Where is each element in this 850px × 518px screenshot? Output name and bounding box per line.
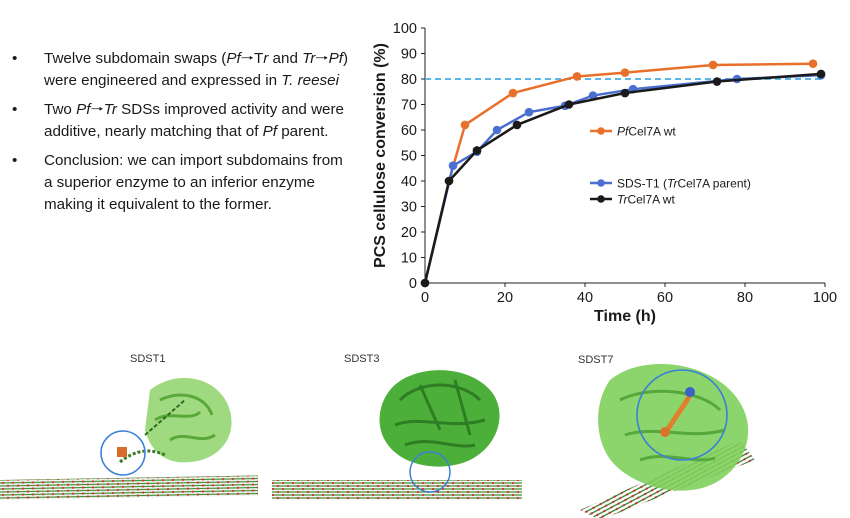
legend-label: TrCel7A wt <box>617 193 675 207</box>
data-point <box>712 77 722 86</box>
y-axis-label: PCS cellulose conversion (%) <box>372 43 389 268</box>
y-tick-label: 80 <box>401 72 417 88</box>
data-point <box>708 60 718 70</box>
y-tick-label: 10 <box>401 251 417 267</box>
x-tick-label: 40 <box>577 290 593 306</box>
data-point <box>816 69 826 79</box>
data-point <box>472 146 482 155</box>
protein-structures-panel <box>0 363 755 518</box>
y-tick-label: 0 <box>409 276 417 292</box>
series-line <box>423 73 822 284</box>
bullet-text: Two Pf🠒Tr SDSs improved activity and wer… <box>44 101 344 140</box>
y-tick-label: 40 <box>401 174 417 190</box>
data-point <box>444 176 454 186</box>
bullet-marker: • <box>12 152 18 169</box>
x-axis-label: Time (h) <box>594 308 656 325</box>
data-point <box>508 88 518 98</box>
data-point <box>492 125 502 135</box>
data-point <box>448 161 458 170</box>
data-point <box>588 91 598 100</box>
bullet-marker: • <box>12 50 18 67</box>
bullet-item: • Twelve subdomain swaps (Pf🠒Tr and Tr🠒Pf… <box>10 48 355 92</box>
bullet-item: • Conclusion: we can import subdomains fr… <box>10 150 355 216</box>
x-tick-label: 100 <box>813 290 837 306</box>
y-tick-label: 30 <box>401 200 417 216</box>
x-tick-label: 80 <box>737 290 753 306</box>
y-tick-label: 70 <box>401 98 417 114</box>
structure-label-sdst3: SDST3 <box>344 353 380 365</box>
legend-marker <box>597 127 605 135</box>
bullet-item: • Two Pf🠒Tr SDSs improved activity and we… <box>10 99 355 143</box>
data-point <box>420 278 430 288</box>
data-point <box>564 100 574 109</box>
data-point <box>512 120 522 130</box>
data-point <box>572 72 582 81</box>
data-point <box>460 120 470 130</box>
legend-marker <box>597 179 605 187</box>
data-point <box>620 68 630 77</box>
structure-sdst7 <box>580 363 755 518</box>
structure-label-sdst1: SDST1 <box>130 353 166 365</box>
y-tick-label: 100 <box>393 21 417 37</box>
data-point <box>808 59 818 68</box>
x-tick-label: 0 <box>421 290 429 306</box>
y-tick-label: 20 <box>401 225 417 241</box>
legend-label: SDS-T1 (TrCel7A parent) <box>617 177 751 191</box>
data-point <box>524 107 534 117</box>
legend-marker <box>597 195 605 203</box>
structure-label-sdst7: SDST7 <box>578 354 614 366</box>
x-tick-label: 60 <box>657 290 673 306</box>
y-tick-label: 60 <box>401 123 417 139</box>
series-line <box>423 72 822 284</box>
bullet-list: • Twelve subdomain swaps (Pf🠒Tr and Tr🠒Pf… <box>10 48 355 223</box>
legend-label: PfCel7A wt <box>617 125 676 139</box>
conversion-chart: 0 10 20 30 40 50 60 70 80 90 100 0 20 40 60 80 100 Time (… <box>372 21 837 325</box>
bullet-text: Conclusion: we can import subdomains fro… <box>44 152 343 213</box>
structure-sdst3 <box>272 370 522 500</box>
y-tick-label: 90 <box>401 47 417 63</box>
bullet-text: Twelve subdomain swaps (Pf🠒Tr and Tr🠒Pf)… <box>44 50 349 89</box>
data-point <box>620 88 630 98</box>
x-tick-label: 20 <box>497 290 513 306</box>
structure-sdst1 <box>0 378 258 500</box>
bullet-marker: • <box>12 101 18 118</box>
series-line <box>423 62 814 284</box>
y-tick-label: 50 <box>401 149 417 165</box>
